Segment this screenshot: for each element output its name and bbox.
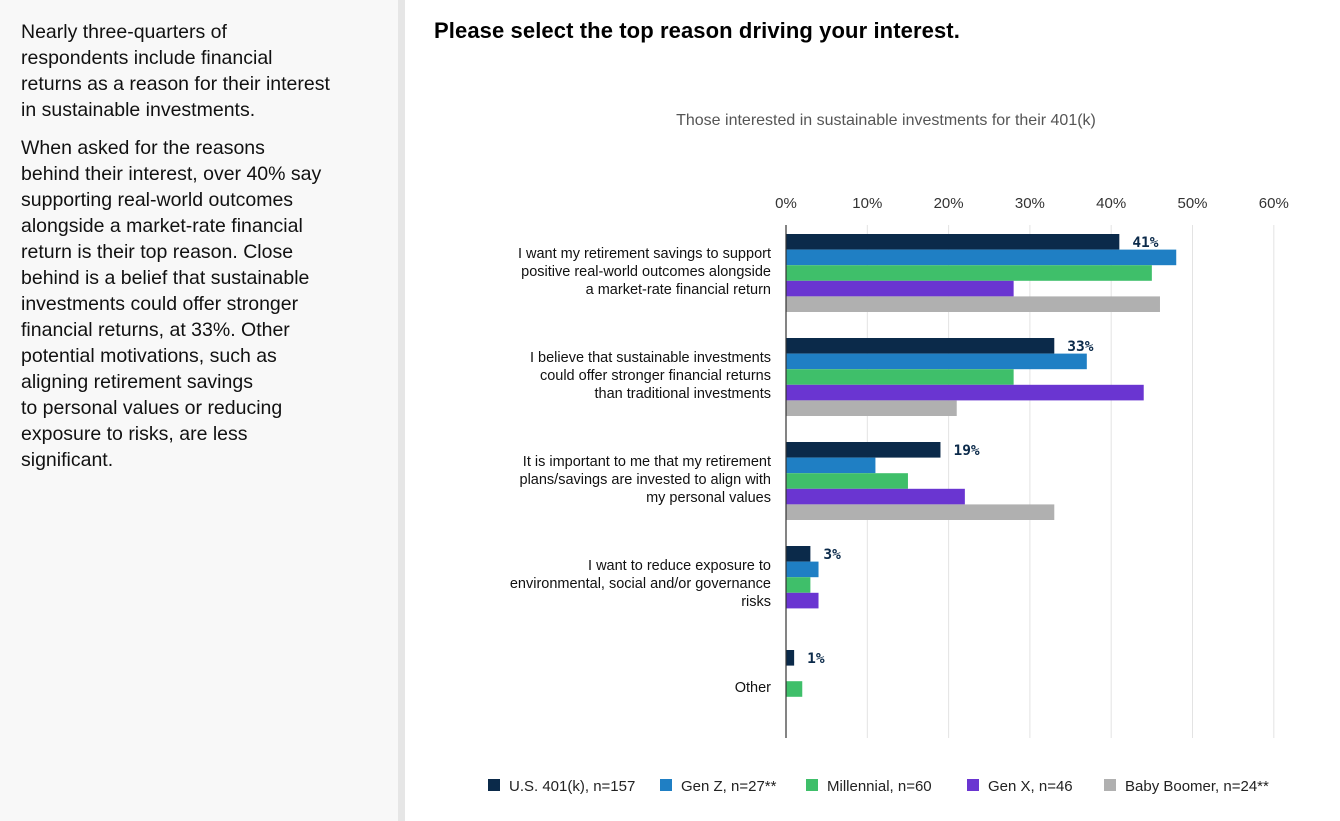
bar-baby-boomer-1 (786, 400, 957, 416)
category-label-2-line-2: my personal values (646, 490, 771, 506)
category-label-4-line-0: Other (735, 680, 771, 696)
sidebar: Nearly three-quarters of respondents inc… (0, 0, 398, 821)
category-label-1-line-0: I believe that sustainable investments (530, 350, 771, 366)
bar-us-401k-2 (786, 442, 941, 458)
bar-millennial-3 (786, 577, 811, 593)
panel-divider (398, 0, 405, 821)
legend-swatch-millennial (806, 779, 818, 791)
legend-label-us-401k: U.S. 401(k), n=157 (509, 778, 635, 795)
category-label-3-line-1: environmental, social and/or governance (510, 576, 771, 592)
bar-millennial-4 (786, 681, 803, 697)
x-tick-label-30: 30% (1015, 195, 1045, 212)
legend-label-millennial: Millennial, n=60 (827, 778, 932, 795)
summary-paragraph-1: Nearly three-quarters of respondents inc… (21, 21, 330, 121)
x-tick-label-40: 40% (1096, 195, 1126, 212)
bar-us-401k-3 (786, 546, 811, 562)
data-label-4: 1% (807, 651, 825, 667)
bar-gen-x-1 (786, 384, 1144, 401)
category-label-2-line-1: plans/savings are invested to align with (520, 472, 771, 488)
legend-label-gen-z: Gen Z, n=27** (681, 778, 777, 795)
category-label-0-line-2: a market-rate financial return (586, 282, 771, 298)
category-label-3-line-0: I want to reduce exposure to (588, 558, 771, 574)
bar-gen-z-3 (786, 561, 819, 578)
summary-paragraph-2: When asked for the reasons behind their … (21, 137, 322, 471)
legend-swatch-gen-z (660, 779, 672, 791)
category-label-0-line-0: I want my retirement savings to support (518, 246, 771, 262)
legend-swatch-baby-boomer (1104, 779, 1116, 791)
legend-label-gen-x: Gen X, n=46 (988, 778, 1073, 795)
x-tick-label-20: 20% (934, 195, 964, 212)
bar-millennial-2 (786, 473, 908, 489)
bar-gen-x-2 (786, 488, 965, 505)
bar-gen-x-0 (786, 280, 1014, 297)
x-tick-label-0: 0% (775, 195, 797, 212)
data-label-2: 19% (953, 443, 979, 459)
x-tick-label-50: 50% (1177, 195, 1207, 212)
data-label-1: 33% (1067, 339, 1093, 355)
legend-label-baby-boomer: Baby Boomer, n=24** (1125, 778, 1269, 795)
x-tick-label-10: 10% (852, 195, 882, 212)
category-label-3-line-2: risks (741, 594, 771, 610)
x-tick-label-60: 60% (1259, 195, 1289, 212)
bar-millennial-1 (786, 369, 1014, 385)
legend-swatch-gen-x (967, 779, 979, 791)
bar-millennial-0 (786, 265, 1152, 281)
bar-gen-z-0 (786, 249, 1177, 266)
bar-us-401k-1 (786, 338, 1055, 354)
category-label-1-line-1: could offer stronger financial returns (540, 368, 771, 384)
data-label-3: 3% (823, 547, 841, 563)
data-label-0: 41% (1132, 235, 1158, 251)
page-title: Please select the top reason driving you… (434, 18, 960, 43)
chart-subtitle: Those interested in sustainable investme… (676, 112, 1096, 129)
bar-baby-boomer-2 (786, 504, 1055, 520)
bar-gen-x-3 (786, 592, 819, 609)
legend-swatch-us-401k (488, 779, 500, 791)
bar-us-401k-0 (786, 234, 1120, 250)
bar-us-401k-4 (786, 650, 795, 666)
bar-gen-z-1 (786, 353, 1087, 370)
category-label-0-line-1: positive real-world outcomes alongside (521, 264, 771, 280)
category-label-2-line-0: It is important to me that my retirement (523, 454, 771, 470)
bar-gen-z-2 (786, 457, 876, 474)
bar-baby-boomer-0 (786, 296, 1160, 312)
category-label-1-line-2: than traditional investments (594, 386, 771, 402)
